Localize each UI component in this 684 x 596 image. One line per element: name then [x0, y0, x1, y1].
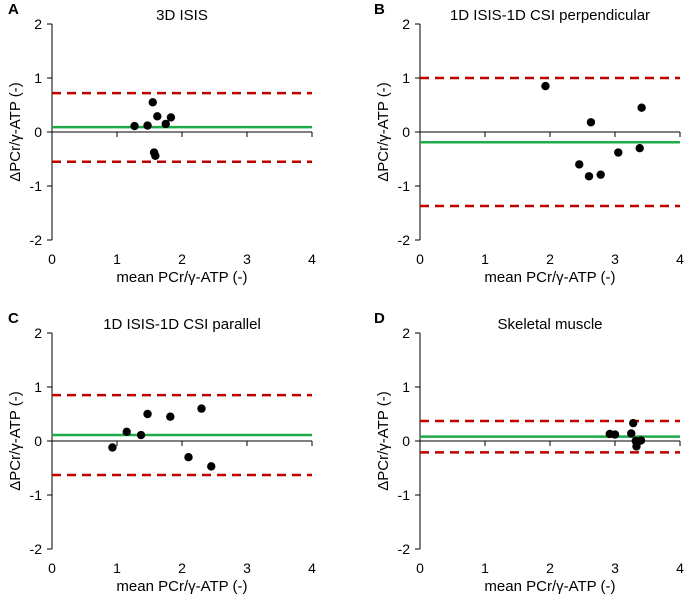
y-tick-label: 0: [402, 433, 410, 449]
y-tick-label: -2: [30, 541, 43, 557]
y-tick-label: -1: [398, 487, 411, 503]
x-axis-label: mean PCr/γ-ATP (-): [484, 578, 615, 595]
y-tick-label: 2: [34, 325, 42, 341]
y-axis-label: ΔPCr/γ-ATP (-): [7, 391, 24, 490]
y-tick-label: 1: [402, 70, 410, 86]
panel-a: A 3D ISIS -2 -1 0 1 2 0 1 2 3 4 mean PCr/γ-ATP (-) ΔP…: [7, 1, 316, 286]
chart-title: Skeletal muscle: [497, 316, 602, 333]
x-axis-label: mean PCr/γ-ATP (-): [116, 578, 247, 595]
x-tick-label: 2: [178, 251, 186, 267]
data-point: [635, 144, 644, 153]
y-tick-label: -1: [30, 178, 43, 194]
data-point: [637, 103, 646, 112]
x-tick-label: 4: [308, 560, 316, 576]
y-tick-label: -2: [30, 232, 43, 248]
y-tick-label: -2: [398, 541, 411, 557]
y-tick-label: -1: [398, 178, 411, 194]
chart-title: 3D ISIS: [156, 7, 208, 24]
x-tick-label: 0: [48, 560, 56, 576]
x-tick-label: 3: [611, 251, 619, 267]
panel-b: B 1D ISIS-1D CSI perpendicular -2 -1 0 1 2 0 1 2 3…: [374, 1, 684, 286]
panel-label: D: [374, 310, 385, 327]
x-tick-label: 1: [481, 560, 489, 576]
data-point: [130, 121, 139, 131]
panel-c: C 1D ISIS-1D CSI parallel -2 -1 0 1 2 0 1 2 3 4 mean…: [7, 310, 316, 595]
data-point: [166, 412, 175, 421]
panel-label: C: [8, 310, 19, 327]
y-tick-label: 2: [34, 16, 42, 32]
data-point: [122, 427, 131, 437]
y-axis-label: ΔPCr/γ-ATP (-): [375, 82, 392, 181]
x-tick-label: 2: [178, 560, 186, 576]
y-tick-label: 2: [402, 325, 410, 341]
x-axis-label: mean PCr/γ-ATP (-): [116, 269, 247, 286]
data-point: [108, 443, 117, 452]
x-tick-label: 4: [676, 560, 684, 576]
data-point: [627, 429, 636, 438]
panel-label: A: [8, 1, 19, 18]
y-tick-label: 1: [34, 70, 42, 86]
data-point: [197, 404, 206, 413]
y-tick-label: 0: [402, 124, 410, 140]
y-tick-label: -2: [398, 232, 411, 248]
panel-label: B: [374, 1, 385, 18]
data-point: [136, 430, 146, 440]
x-tick-label: 1: [481, 251, 489, 267]
data-point: [143, 409, 152, 419]
y-axis-label: ΔPCr/γ-ATP (-): [7, 82, 24, 181]
data-point: [596, 170, 605, 179]
y-axis-label: ΔPCr/γ-ATP (-): [375, 391, 392, 490]
data-point: [636, 436, 646, 445]
y-tick-label: 0: [34, 433, 42, 449]
data-point: [629, 418, 638, 428]
data-point: [148, 98, 157, 107]
x-tick-label: 1: [113, 251, 121, 267]
x-tick-label: 4: [308, 251, 316, 267]
chart-title: 1D ISIS-1D CSI perpendicular: [450, 7, 650, 24]
x-tick-label: 2: [546, 560, 554, 576]
x-tick-label: 4: [676, 251, 684, 267]
data-point: [166, 113, 176, 122]
data-point: [610, 430, 620, 439]
data-point: [151, 151, 160, 160]
x-tick-label: 3: [243, 560, 251, 576]
y-tick-label: 0: [34, 124, 42, 140]
data-point: [143, 121, 152, 130]
x-tick-label: 0: [416, 560, 424, 576]
data-point: [586, 118, 596, 127]
y-tick-label: 1: [402, 379, 410, 395]
x-tick-label: 1: [113, 560, 121, 576]
panel-d: D Skeletal muscle -2 -1 0 1 2 0 1 2 3 4 mean PCr/γ-A…: [374, 310, 684, 595]
chart-title: 1D ISIS-1D CSI parallel: [103, 316, 261, 333]
data-point: [541, 81, 550, 91]
x-tick-label: 0: [48, 251, 56, 267]
x-tick-label: 3: [243, 251, 251, 267]
data-point: [614, 148, 623, 157]
y-tick-label: -1: [30, 487, 43, 503]
data-point: [207, 462, 216, 471]
y-tick-label: 2: [402, 16, 410, 32]
x-tick-label: 0: [416, 251, 424, 267]
y-tick-label: 1: [34, 379, 42, 395]
x-axis-label: mean PCr/γ-ATP (-): [484, 269, 615, 286]
data-point: [161, 119, 170, 129]
data-point: [575, 160, 584, 169]
data-point: [584, 172, 594, 181]
x-tick-label: 2: [546, 251, 554, 267]
data-point: [184, 453, 193, 462]
data-point: [153, 112, 162, 121]
x-tick-label: 3: [611, 560, 619, 576]
